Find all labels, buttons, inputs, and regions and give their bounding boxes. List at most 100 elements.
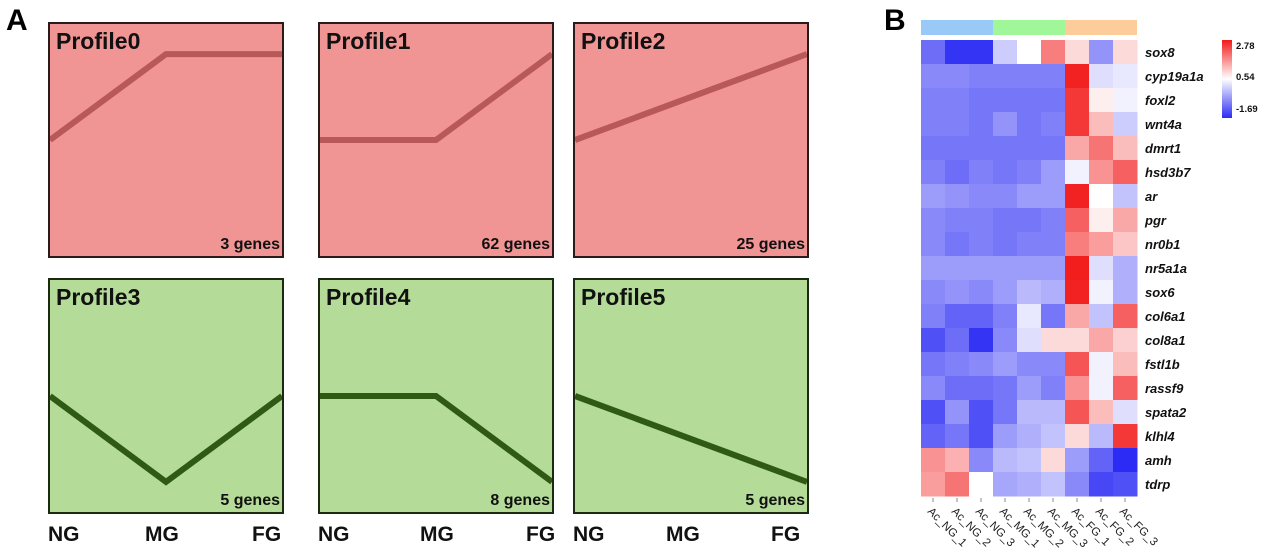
heatmap-cell xyxy=(969,88,994,113)
row-label: col6a1 xyxy=(1145,309,1185,324)
heatmap-cell xyxy=(993,232,1018,257)
row-label: hsd3b7 xyxy=(1145,165,1191,180)
colorbar-tick-min: -1.69 xyxy=(1236,104,1258,115)
heatmap-cell xyxy=(945,232,970,257)
heatmap-cell xyxy=(1113,256,1138,281)
heatmap-cell xyxy=(993,40,1018,65)
heatmap-cell xyxy=(1017,208,1042,233)
profile-4-gene-count: 8 genes xyxy=(490,492,550,509)
profile-5-gene-count: 5 genes xyxy=(745,492,805,509)
heatmap-cell xyxy=(969,304,994,329)
panel-b-label: B xyxy=(884,4,906,37)
heatmap-cell xyxy=(1113,208,1138,233)
heatmap-cell xyxy=(1041,376,1066,401)
profile-5-plot: Profile5 5 genes xyxy=(573,278,809,514)
heatmap-cell xyxy=(969,232,994,257)
heatmap-cell xyxy=(1089,232,1114,257)
x-label-fg: FG xyxy=(252,523,282,546)
heatmap-cell xyxy=(945,328,970,353)
heatmap-cell xyxy=(1113,280,1138,305)
heatmap-cell xyxy=(1065,88,1090,113)
heatmap-cell xyxy=(945,400,970,425)
x-label-fg: FG xyxy=(771,523,801,546)
row-label: nr0b1 xyxy=(1145,237,1180,252)
heatmap-cell xyxy=(1017,472,1042,497)
heatmap-cell xyxy=(945,64,970,89)
heatmap-cell xyxy=(1017,184,1042,209)
heatmap-cell xyxy=(993,376,1018,401)
heatmap-cell xyxy=(1065,64,1090,89)
heatmap-cell xyxy=(1017,232,1042,257)
heatmap-cell xyxy=(945,376,970,401)
heatmap-cell xyxy=(993,256,1018,281)
heatmap-cell xyxy=(1065,136,1090,161)
heatmap-cell xyxy=(1017,40,1042,65)
heatmap-cell xyxy=(969,448,994,473)
heatmap-cell xyxy=(969,400,994,425)
heatmap-cell xyxy=(1089,88,1114,113)
heatmap-cell xyxy=(921,448,946,473)
heatmap-cell xyxy=(969,328,994,353)
heatmap-cell xyxy=(1041,232,1066,257)
heatmap-cell xyxy=(1041,88,1066,113)
heatmap-cell xyxy=(921,424,946,449)
heatmap-cell xyxy=(945,112,970,137)
heatmap-cell xyxy=(1017,352,1042,377)
heatmap-cells xyxy=(921,40,1138,497)
heatmap-cell xyxy=(993,304,1018,329)
row-label: pgr xyxy=(1144,213,1167,228)
heatmap-cell xyxy=(1017,376,1042,401)
profile-2-plot: Profile2 25 genes xyxy=(573,22,809,258)
heatmap-cell xyxy=(1041,352,1066,377)
colorbar-tick-mid: 0.54 xyxy=(1236,72,1255,83)
heatmap-cell xyxy=(993,352,1018,377)
profile-1-title: Profile1 xyxy=(326,28,411,54)
heatmap-cell xyxy=(1065,472,1090,497)
heatmap-cell xyxy=(1041,256,1066,281)
profile-1-plot: Profile1 62 genes xyxy=(318,22,554,258)
profile-4-plot: Profile4 8 genes xyxy=(318,278,554,514)
x-label-fg: FG xyxy=(526,523,556,546)
row-label: klhl4 xyxy=(1145,429,1175,444)
x-label-ng: NG xyxy=(48,523,80,546)
row-label: nr5a1a xyxy=(1145,261,1187,276)
heatmap-cell xyxy=(1065,112,1090,137)
panel-a-label: A xyxy=(6,4,28,37)
heatmap-cell xyxy=(921,328,946,353)
heatmap-cell xyxy=(1065,400,1090,425)
heatmap-cell xyxy=(921,136,946,161)
heatmap-cell xyxy=(921,64,946,89)
heatmap-cell xyxy=(1065,424,1090,449)
heatmap-cell xyxy=(1065,280,1090,305)
heatmap-cell xyxy=(993,472,1018,497)
heatmap-cell xyxy=(1041,304,1066,329)
heatmap-cell xyxy=(969,64,994,89)
profile-2-line xyxy=(575,51,807,143)
heatmap-cell xyxy=(993,424,1018,449)
heatmap-cell xyxy=(1113,40,1138,65)
row-label: sox6 xyxy=(1145,285,1175,300)
heatmap-cell xyxy=(993,88,1018,113)
profile-2-title: Profile2 xyxy=(581,28,666,54)
row-label: amh xyxy=(1145,453,1172,468)
heatmap-cell xyxy=(969,280,994,305)
heatmap-cell xyxy=(1089,400,1114,425)
heatmap-cell xyxy=(1017,328,1042,353)
heatmap-cell xyxy=(1113,472,1138,497)
heatmap-cell xyxy=(1065,208,1090,233)
heatmap-cell xyxy=(993,160,1018,185)
profile-1-line-area xyxy=(320,51,552,143)
heatmap-cell xyxy=(969,472,994,497)
heatmap-cell xyxy=(921,472,946,497)
heatmap-cell xyxy=(945,280,970,305)
heatmap-cell xyxy=(1041,136,1066,161)
heatmap-cell xyxy=(1089,424,1114,449)
colorbar-tick-max: 2.78 xyxy=(1236,41,1255,52)
heatmap-cell xyxy=(1113,400,1138,425)
heatmap-cell xyxy=(1113,64,1138,89)
heatmap-cell xyxy=(1041,448,1066,473)
heatmap-cell xyxy=(1041,328,1066,353)
profile-0-title: Profile0 xyxy=(56,28,141,54)
profile-3-gene-count: 5 genes xyxy=(220,492,280,509)
profile-3-plot: Profile3 5 genes xyxy=(48,278,284,514)
